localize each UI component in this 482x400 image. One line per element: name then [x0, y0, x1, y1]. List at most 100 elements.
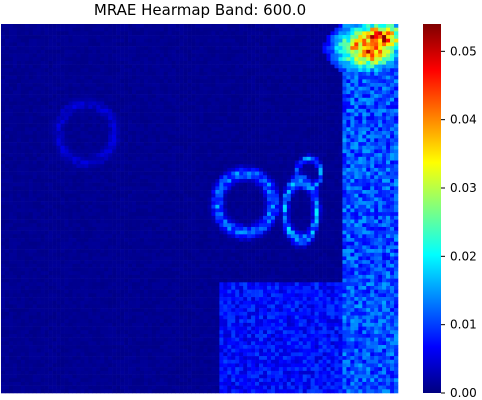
heatmap-cell: [263, 35, 268, 40]
heatmap-cell: [298, 160, 304, 165]
heatmap-cell: [108, 31, 113, 36]
heatmap-cell: [20, 57, 26, 62]
heatmap-cell: [374, 164, 379, 169]
heatmap-cell: [366, 31, 371, 36]
heatmap-cell: [378, 182, 383, 187]
heatmap-cell: [1, 86, 6, 91]
heatmap-cell: [135, 60, 141, 65]
heatmap-cell: [366, 38, 371, 43]
heatmap-cell: [239, 35, 244, 40]
heatmap-cell: [80, 71, 85, 76]
heatmap-cell: [143, 57, 149, 62]
heatmap-cell: [135, 105, 141, 110]
heatmap-cell: [350, 24, 355, 28]
heatmap-cell: [12, 35, 18, 40]
heatmap-cell: [247, 108, 252, 113]
heatmap-cell: [310, 27, 315, 32]
heatmap-cell: [302, 153, 307, 158]
heatmap-cell: [36, 156, 41, 161]
heatmap-cell: [116, 156, 121, 161]
heatmap-cell: [112, 49, 117, 54]
heatmap-cell: [390, 123, 395, 128]
heatmap-cell: [350, 68, 355, 73]
heatmap-cell: [314, 190, 319, 195]
heatmap-cell: [374, 53, 379, 58]
heatmap-cell: [16, 142, 22, 147]
heatmap-cell: [163, 86, 169, 91]
heatmap-cell: [251, 178, 256, 183]
heatmap-cell: [199, 131, 204, 135]
heatmap-cell: [219, 27, 224, 32]
heatmap-cell: [274, 153, 280, 158]
heatmap-cell: [84, 204, 89, 209]
heatmap-cell: [139, 123, 145, 128]
heatmap-cell: [84, 53, 89, 58]
heatmap-cell: [12, 123, 18, 128]
heatmap-cell: [326, 145, 331, 150]
heatmap-cell: [80, 97, 85, 102]
heatmap-cell: [104, 75, 109, 80]
heatmap-cell: [223, 24, 228, 28]
heatmap-cell: [175, 142, 180, 147]
heatmap-cell: [151, 127, 157, 132]
heatmap-cell: [76, 46, 81, 51]
heatmap-cell: [116, 134, 121, 139]
heatmap-cell: [211, 94, 216, 99]
heatmap-cell: [191, 38, 196, 43]
heatmap-cell: [326, 90, 331, 95]
heatmap-cell: [108, 116, 113, 121]
heatmap-cell: [211, 145, 216, 150]
heatmap-cell: [334, 145, 339, 150]
heatmap-cell: [382, 134, 387, 139]
heatmap-cell: [128, 178, 133, 183]
heatmap-cell: [314, 156, 319, 161]
heatmap-cell: [378, 156, 383, 161]
heatmap-cell: [60, 131, 65, 135]
heatmap-cell: [330, 94, 335, 99]
heatmap-cell: [330, 86, 335, 91]
heatmap-cell: [135, 175, 141, 180]
heatmap-cell: [207, 116, 212, 121]
heatmap-cell: [338, 127, 343, 132]
heatmap-cell: [88, 186, 93, 191]
heatmap-cell: [72, 131, 77, 135]
heatmap-cell: [159, 142, 165, 147]
heatmap-cell: [207, 204, 212, 209]
heatmap-cell: [112, 175, 117, 180]
heatmap-cell: [243, 97, 248, 102]
heatmap-cell: [116, 131, 121, 135]
heatmap-cell: [132, 46, 137, 51]
heatmap-cell: [183, 38, 188, 43]
heatmap-cell: [266, 134, 272, 139]
heatmap-cell: [128, 49, 133, 54]
heatmap-cell: [255, 31, 260, 36]
heatmap-cell: [8, 145, 14, 150]
heatmap-cell: [290, 201, 296, 206]
heatmap-cell: [139, 190, 145, 195]
heatmap-cell: [132, 190, 137, 195]
heatmap-cell: [44, 127, 49, 132]
heatmap-cell: [100, 57, 105, 62]
heatmap-cell: [128, 167, 133, 172]
heatmap-cell: [48, 42, 53, 47]
heatmap-cell: [310, 138, 315, 143]
heatmap-cell: [274, 94, 280, 99]
heatmap-cell: [44, 31, 49, 36]
heatmap-cell: [207, 153, 212, 158]
heatmap-cell: [235, 123, 240, 128]
heatmap-cell: [239, 138, 244, 143]
heatmap-cell: [4, 204, 10, 209]
heatmap-cell: [139, 175, 145, 180]
heatmap-cell: [191, 167, 196, 172]
heatmap-cell: [167, 75, 173, 80]
heatmap-cell: [64, 160, 69, 165]
heatmap-cell: [1, 149, 6, 154]
heatmap-cell: [4, 38, 10, 43]
heatmap-cell: [104, 97, 109, 102]
heatmap-cell: [354, 94, 359, 99]
heatmap-cell: [76, 86, 81, 91]
heatmap-cell: [183, 178, 188, 183]
heatmap-cell: [108, 83, 113, 88]
heatmap-cell: [88, 57, 93, 62]
heatmap-cell: [263, 171, 268, 176]
